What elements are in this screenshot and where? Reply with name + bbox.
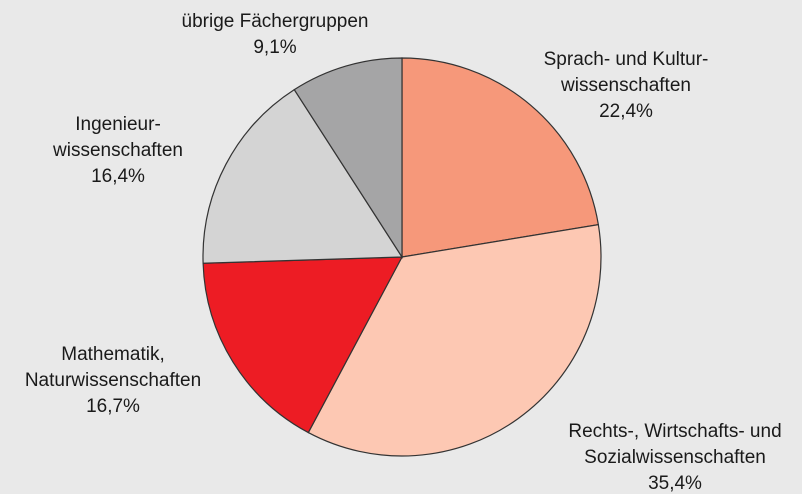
- pie-slice: [202, 88, 404, 264]
- slice-value-label: 9,1%: [253, 37, 296, 58]
- slice-label: Sozialwissenschaften: [584, 447, 766, 468]
- slice-value-label: 22,4%: [599, 101, 653, 122]
- slice-label: wissenschaften: [52, 140, 183, 161]
- pie-slice: [401, 57, 600, 258]
- pie-slice: [307, 223, 602, 457]
- slice-label: wissenschaften: [560, 75, 691, 96]
- slice-label: Mathematik,: [61, 344, 164, 365]
- slice-label: übrige Fächergruppen: [182, 11, 369, 32]
- pie-slice: [293, 57, 403, 260]
- slice-label: Sprach- und Kultur-: [544, 49, 709, 70]
- slice-label: Rechts-, Wirtschafts- und: [568, 421, 781, 442]
- slice-value-label: 16,4%: [91, 166, 145, 187]
- slice-label: Naturwissenschaften: [25, 370, 201, 391]
- pie-slice: [202, 256, 404, 434]
- slice-value-label: 35,4%: [648, 473, 702, 494]
- slice-value-label: 16,7%: [86, 396, 140, 417]
- slice-label: Ingenieur-: [75, 114, 161, 135]
